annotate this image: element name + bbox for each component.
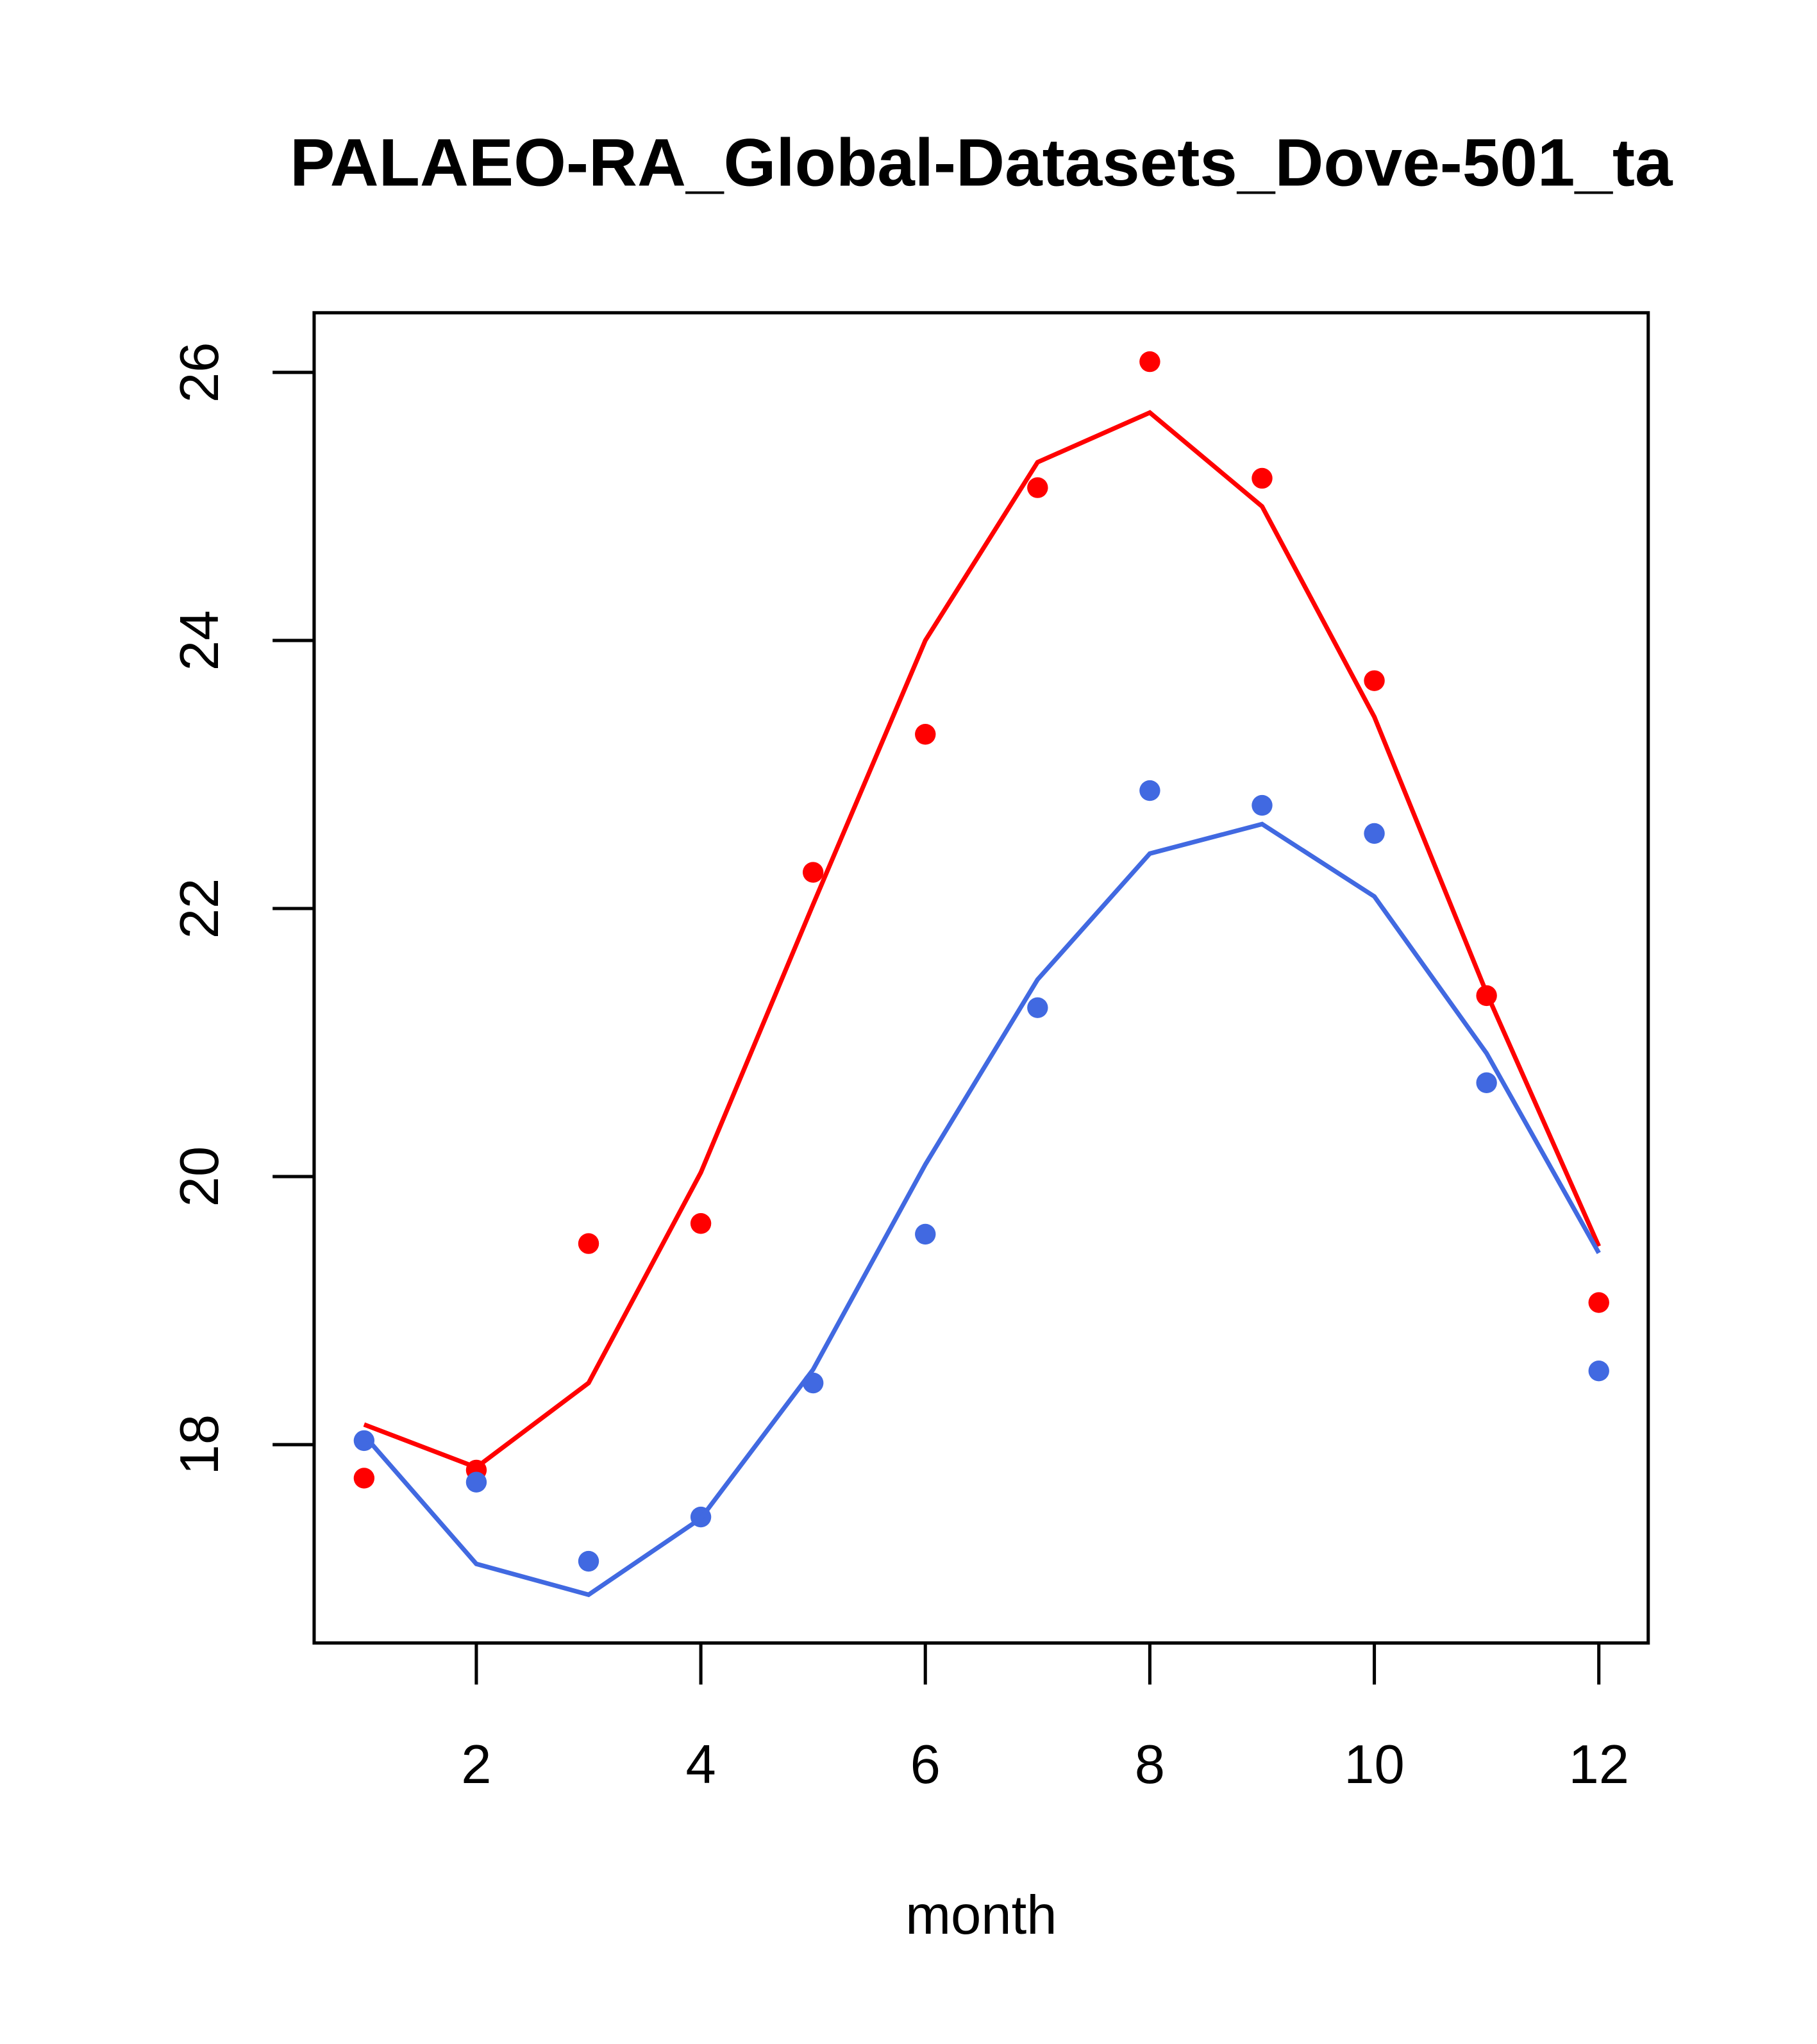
data-point [1252,794,1273,816]
y-tick-label: 20 [169,1146,230,1207]
x-tick-label: 12 [1568,1734,1629,1795]
data-point [578,1550,599,1572]
y-tick-label: 18 [169,1414,230,1475]
data-point [1476,1072,1497,1093]
x-tick-label: 2 [461,1734,491,1795]
x-tick-label: 10 [1344,1734,1405,1795]
data-point [915,724,936,745]
data-point [1027,997,1048,1018]
data-point [1027,477,1048,498]
data-point [353,1468,375,1489]
x-tick-label: 4 [685,1734,716,1795]
y-tick-label: 24 [169,610,230,671]
data-point [1252,467,1273,489]
x-axis: 2 4 6 8 10 12 [461,1641,1629,1795]
data-point [353,1430,375,1452]
x-tick-label: 8 [1135,1734,1165,1795]
data-point [1588,1360,1609,1382]
data-point [1139,780,1160,801]
data-point [465,1471,487,1493]
data-point [578,1233,599,1254]
data-point [1364,823,1385,844]
data-point [690,1213,712,1234]
data-point [1139,351,1160,373]
y-tick-label: 26 [169,342,230,403]
data-point [1364,670,1385,691]
y-axis: 18 20 22 24 26 [169,342,316,1475]
data-point [915,1223,936,1245]
x-axis-label: month [905,1885,1057,1946]
plot-marks [353,351,1609,1598]
y-tick-label: 22 [169,878,230,939]
data-point [1588,1292,1609,1313]
plot-frame [312,311,1650,1645]
series-line [362,821,1601,1598]
x-tick-label: 6 [910,1734,941,1795]
series-line [363,410,1601,1470]
data-point [802,862,824,883]
chart-title: PALAEO-RA_Global-Datasets_Dove-501_ta [290,125,1673,200]
